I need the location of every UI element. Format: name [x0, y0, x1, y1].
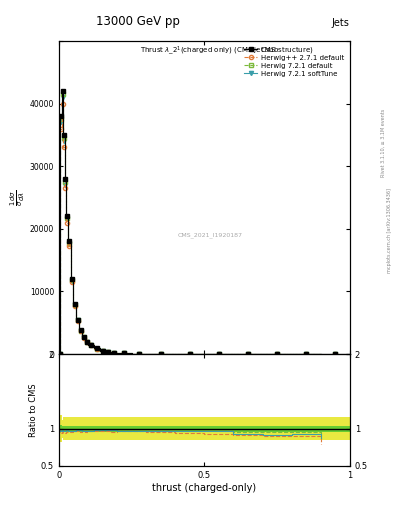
Text: Thrust $\lambda$_2$^1$(charged only) (CMS jet substructure): Thrust $\lambda$_2$^1$(charged only) (CM… — [140, 44, 314, 57]
Y-axis label: Ratio to CMS: Ratio to CMS — [29, 383, 38, 437]
Text: Jets: Jets — [332, 18, 350, 28]
X-axis label: thrust (charged-only): thrust (charged-only) — [152, 482, 256, 493]
Y-axis label: $\frac{1}{\sigma}\frac{d\sigma}{d\lambda}$: $\frac{1}{\sigma}\frac{d\sigma}{d\lambda… — [9, 189, 27, 206]
Text: CMS_2021_I1920187: CMS_2021_I1920187 — [178, 232, 242, 238]
Text: mcplots.cern.ch [arXiv:1306.3436]: mcplots.cern.ch [arXiv:1306.3436] — [387, 188, 391, 273]
Legend: CMS, Herwig++ 2.7.1 default, Herwig 7.2.1 default, Herwig 7.2.1 softTune: CMS, Herwig++ 2.7.1 default, Herwig 7.2.… — [242, 45, 346, 79]
Text: Rivet 3.1.10, ≥ 3.1M events: Rivet 3.1.10, ≥ 3.1M events — [381, 109, 386, 178]
Text: 13000 GeV pp: 13000 GeV pp — [95, 15, 180, 28]
